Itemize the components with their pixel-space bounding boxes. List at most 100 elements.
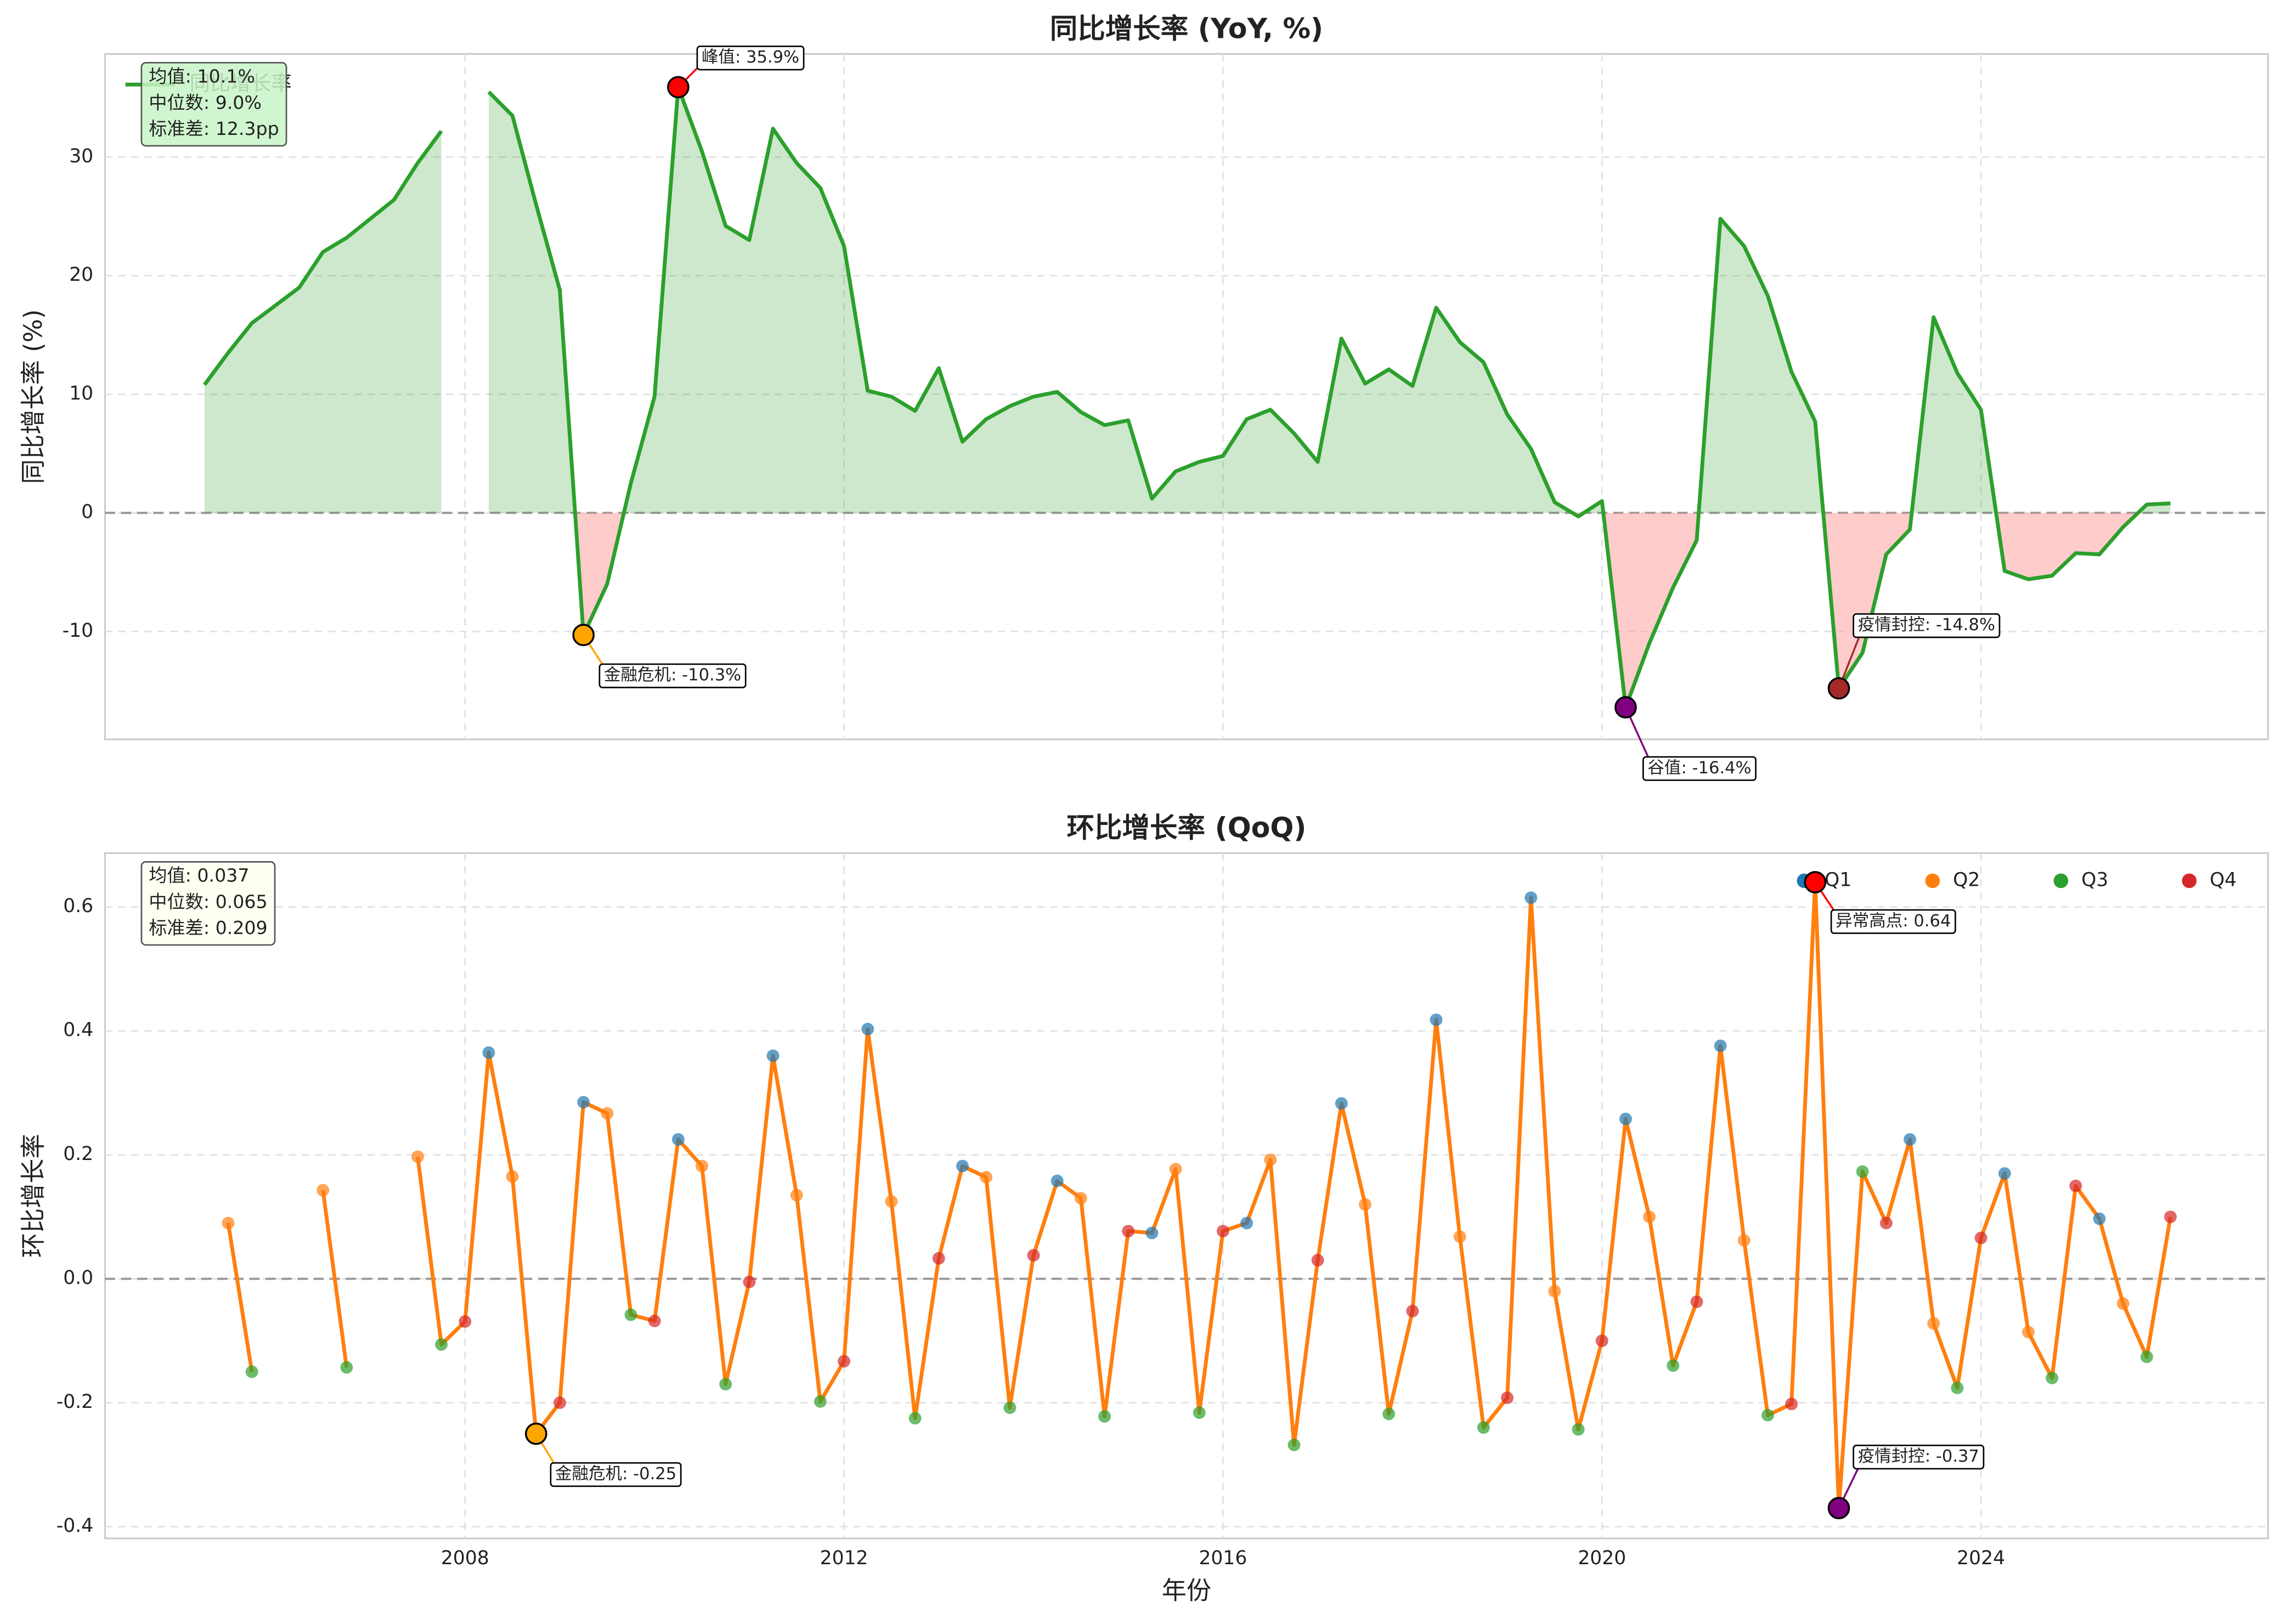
legend-label: Q2 xyxy=(1953,869,1980,891)
axes-frame xyxy=(104,852,2269,1540)
point xyxy=(2046,1371,2059,1384)
annotation-box xyxy=(1853,1445,1985,1470)
y-tick-label: 30 xyxy=(69,145,93,167)
point xyxy=(1430,1013,1443,1026)
point xyxy=(1904,1133,1917,1146)
annotation-box xyxy=(1642,756,1757,781)
point xyxy=(1145,1226,1159,1240)
legend-label: Q1 xyxy=(1825,869,1851,891)
stats-text: 中位数: 9.0% xyxy=(149,92,262,113)
y-axis-label: 同比增长率 (%) xyxy=(19,309,48,484)
y-tick-label: 20 xyxy=(69,264,93,286)
point xyxy=(1216,1225,1229,1238)
point xyxy=(1193,1406,1206,1419)
point xyxy=(1974,1231,1987,1244)
point xyxy=(1761,1408,1774,1422)
point xyxy=(696,1159,708,1173)
y-tick-label: -0.2 xyxy=(57,1391,93,1413)
stats-box xyxy=(140,861,276,946)
point xyxy=(624,1308,637,1321)
annotation-marker xyxy=(572,624,595,647)
annotation-label: 谷值: -16.4% xyxy=(1647,759,1751,778)
point xyxy=(1595,1334,1608,1348)
point xyxy=(1737,1234,1750,1247)
legend-swatch xyxy=(2053,873,2069,889)
point xyxy=(2140,1350,2153,1363)
point xyxy=(1548,1285,1561,1298)
area-negative xyxy=(204,513,2171,708)
point xyxy=(1619,1112,1632,1125)
point xyxy=(1074,1192,1087,1205)
annotation-label: 异常高点: 0.64 xyxy=(1836,912,1951,931)
point xyxy=(2069,1179,2082,1192)
point xyxy=(1927,1317,1940,1330)
stats-text: 标准差: 0.209 xyxy=(149,917,268,938)
point xyxy=(671,1133,685,1146)
point xyxy=(1998,1167,2011,1180)
x-tick-label: 2008 xyxy=(441,1547,489,1569)
point xyxy=(1667,1359,1680,1372)
point xyxy=(743,1275,756,1288)
annotation-marker xyxy=(1827,677,1850,700)
point xyxy=(1572,1423,1585,1436)
point xyxy=(1406,1304,1419,1317)
point xyxy=(577,1096,590,1109)
stats-text: 标准差: 12.3pp xyxy=(149,118,279,139)
x-axis-label: 年份 xyxy=(1162,1576,1211,1605)
y-tick-label: 0.0 xyxy=(63,1267,93,1289)
point xyxy=(2093,1212,2106,1225)
point xyxy=(1690,1295,1703,1308)
point xyxy=(411,1150,424,1163)
chart-title: 同比增长率 (YoY, %) xyxy=(1050,12,1323,44)
y-tick-label: -10 xyxy=(63,620,93,642)
x-tick-label: 2012 xyxy=(820,1547,868,1569)
point xyxy=(222,1216,235,1230)
point xyxy=(1714,1039,1727,1053)
legend-swatch xyxy=(1925,873,1940,889)
axes-frame xyxy=(104,53,2269,740)
x-tick-label: 2024 xyxy=(1957,1547,2005,1569)
point xyxy=(1643,1210,1656,1224)
axes: 2008 2012 2016 2020 2024 -0.4 -0.2 0.0 0.2 0.4 0.6… xyxy=(19,811,2269,1605)
chart-title: 环比增长率 (QoQ) xyxy=(1067,811,1307,844)
point xyxy=(648,1315,661,1327)
point xyxy=(1003,1401,1017,1414)
point xyxy=(1027,1249,1040,1262)
stats-box xyxy=(140,62,287,147)
annotation-marker xyxy=(1804,871,1827,893)
y-tick-label: 0.4 xyxy=(63,1019,93,1041)
point xyxy=(435,1338,448,1351)
point xyxy=(1856,1165,1869,1178)
y-tick-label: 0 xyxy=(81,501,93,523)
point xyxy=(601,1107,614,1120)
point xyxy=(838,1355,851,1368)
point xyxy=(814,1395,827,1408)
point xyxy=(1524,891,1538,904)
point xyxy=(317,1184,330,1197)
point xyxy=(1335,1097,1348,1110)
point xyxy=(766,1049,780,1062)
point xyxy=(1311,1254,1324,1267)
point xyxy=(482,1046,495,1059)
point xyxy=(1288,1439,1301,1451)
line xyxy=(203,85,2171,710)
point xyxy=(790,1189,803,1202)
annotation-marker xyxy=(667,76,690,99)
annotation-marker xyxy=(1827,1497,1850,1520)
y-tick-label: -0.4 xyxy=(57,1515,93,1537)
legend-swatch xyxy=(2182,873,2197,889)
annotation-box xyxy=(1830,909,1956,934)
annotation-label: 金融危机: -10.3% xyxy=(604,666,741,685)
point xyxy=(908,1412,922,1425)
point xyxy=(719,1378,732,1391)
annotation-box xyxy=(550,1462,682,1487)
point xyxy=(1051,1174,1064,1187)
annotation-box xyxy=(1853,613,2001,638)
annotation-label: 金融危机: -0.25 xyxy=(555,1464,676,1484)
point xyxy=(459,1315,472,1328)
annotation-box xyxy=(696,46,805,71)
point xyxy=(980,1170,993,1184)
y-axis-label: 环比增长率 xyxy=(19,1134,48,1258)
